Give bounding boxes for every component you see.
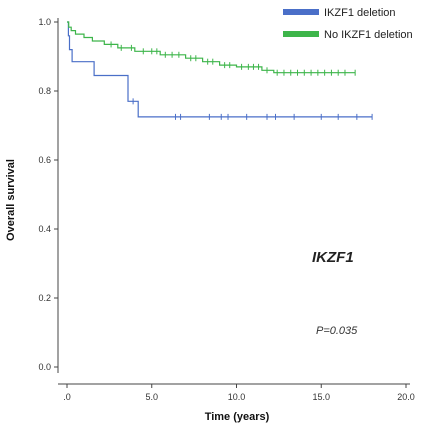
x-tick-label: 10.0 — [228, 392, 246, 402]
x-axis-title: Time (years) — [205, 411, 270, 423]
y-tick-label: 0.0 — [38, 362, 51, 372]
y-tick-label: 1.0 — [38, 17, 51, 27]
annotation-gene: IKZF1 — [312, 249, 354, 266]
y-ticks: 0.0 0.2 0.4 0.6 0.8 1.0 — [38, 17, 58, 372]
series-line-1 — [67, 21, 373, 118]
legend-label-1: IKZF1 deletion — [324, 7, 396, 19]
legend: IKZF1 deletion No IKZF1 deletion — [283, 7, 413, 41]
legend-swatch-1 — [283, 9, 319, 15]
x-tick-label: 20.0 — [397, 392, 415, 402]
y-tick-label: 0.2 — [38, 293, 51, 303]
annotation-pvalue: P=0.035 — [316, 325, 358, 337]
x-tick-label: 15.0 — [312, 392, 330, 402]
series-line-2 — [67, 21, 356, 74]
y-tick-label: 0.6 — [38, 155, 51, 165]
x-tick-label: .0 — [63, 392, 71, 402]
x-ticks: .0 5.0 10.0 15.0 20.0 — [63, 384, 415, 402]
legend-swatch-2 — [283, 31, 319, 37]
y-tick-label: 0.8 — [38, 86, 51, 96]
x-tick-label: 5.0 — [145, 392, 158, 402]
y-tick-label: 0.4 — [38, 224, 51, 234]
series-layer — [67, 21, 373, 120]
legend-label-2: No IKZF1 deletion — [324, 29, 413, 41]
y-axis-title: Overall survival — [5, 159, 17, 241]
axes — [57, 18, 410, 385]
